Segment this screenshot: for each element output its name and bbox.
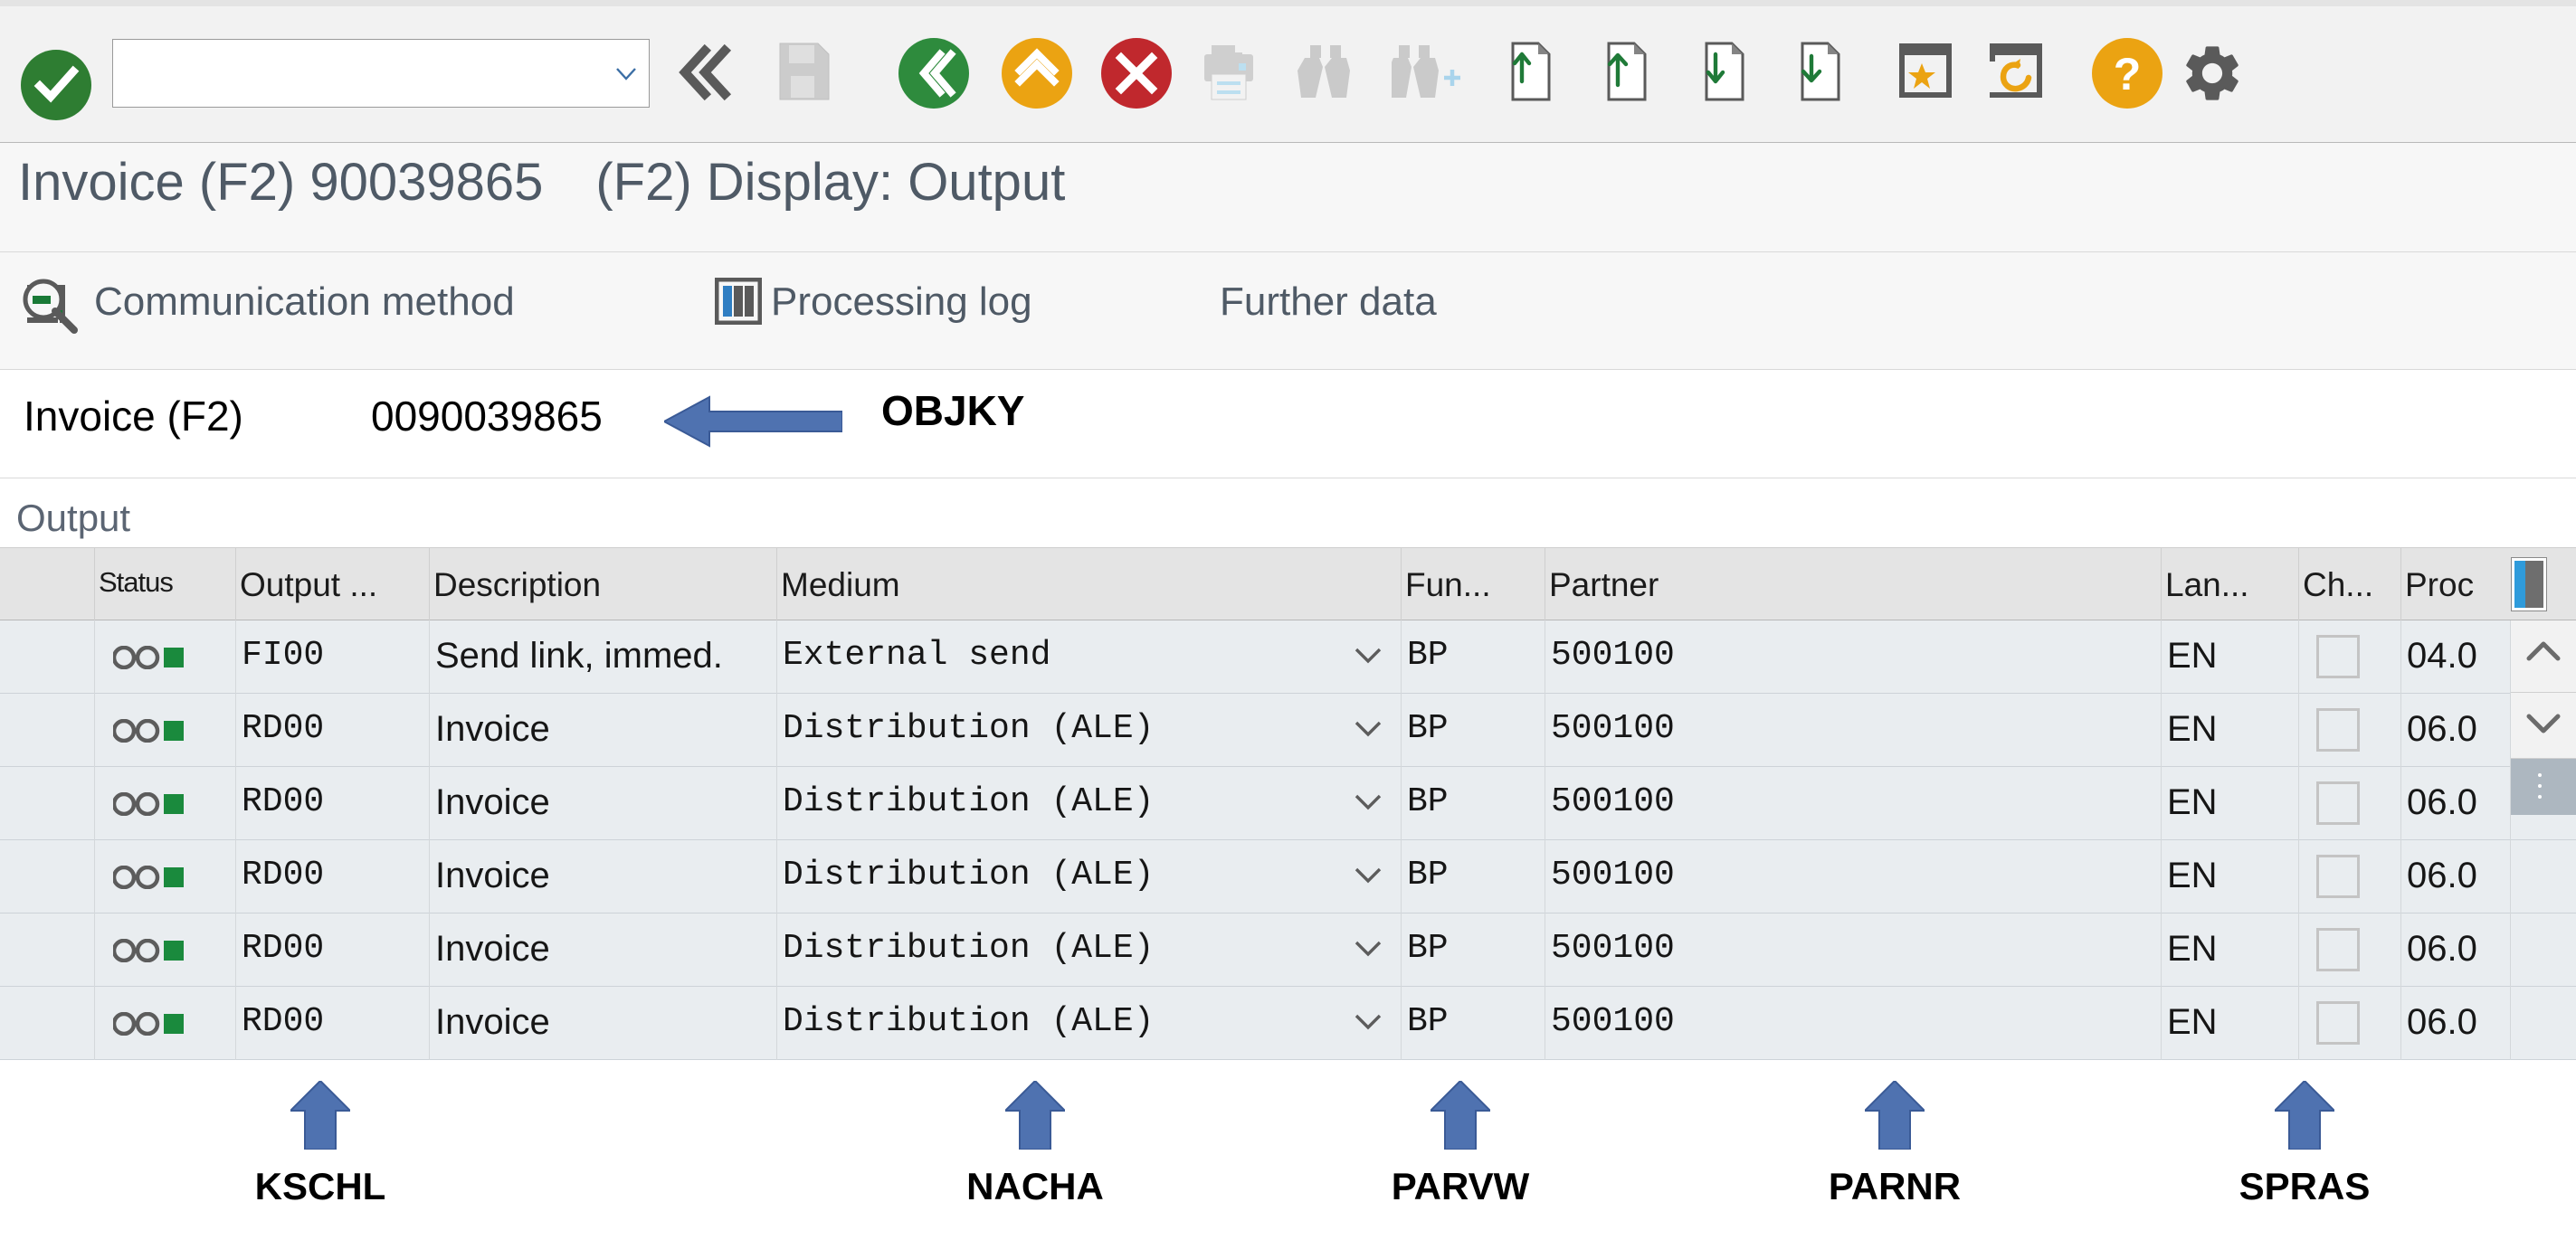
svg-text:?: ?: [2114, 49, 2142, 99]
